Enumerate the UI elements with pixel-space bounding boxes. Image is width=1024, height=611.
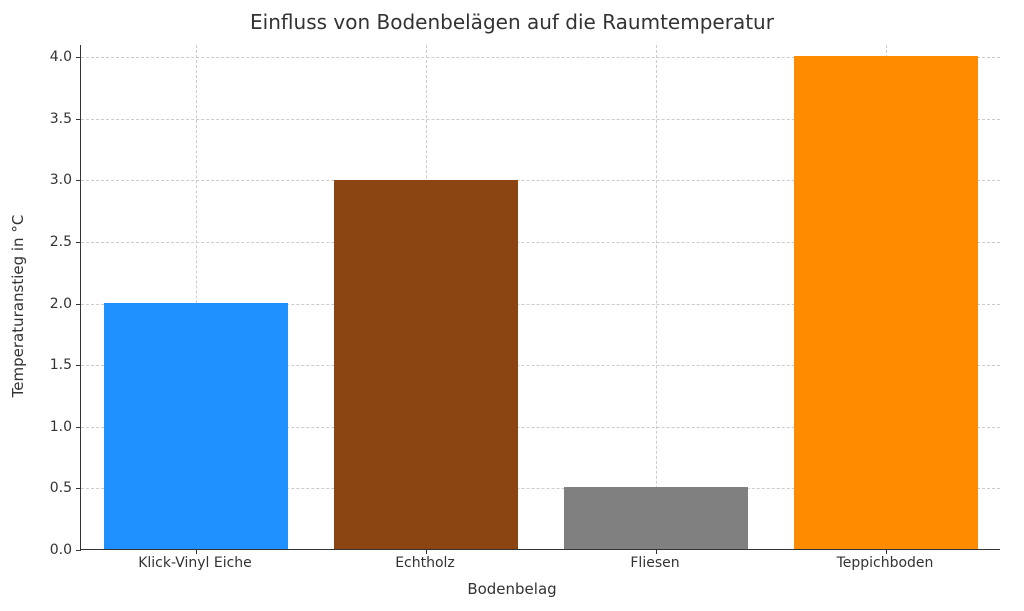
x-tick-mark	[196, 549, 197, 554]
y-tick-mark	[76, 365, 81, 366]
y-tick-mark	[76, 488, 81, 489]
y-tick-label: 0.0	[12, 542, 72, 558]
bar	[334, 180, 518, 550]
x-tick-label: Klick-Vinyl Eiche	[138, 555, 252, 571]
bar	[794, 56, 978, 549]
y-tick-mark	[76, 304, 81, 305]
x-tick-label: Teppichboden	[837, 555, 934, 571]
x-tick-mark	[656, 549, 657, 554]
x-tick-mark	[426, 549, 427, 554]
y-tick-mark	[76, 57, 81, 58]
y-tick-label: 2.5	[12, 234, 72, 250]
y-tick-mark	[76, 242, 81, 243]
x-tick-mark	[886, 549, 887, 554]
y-tick-label: 0.5	[12, 480, 72, 496]
y-tick-label: 3.0	[12, 172, 72, 188]
chart-container: Einfluss von Bodenbelägen auf die Raumte…	[0, 0, 1024, 611]
y-tick-mark	[76, 550, 81, 551]
chart-title: Einfluss von Bodenbelägen auf die Raumte…	[0, 10, 1024, 34]
y-tick-label: 1.5	[12, 357, 72, 373]
y-tick-label: 2.0	[12, 296, 72, 312]
plot-area	[80, 45, 1000, 550]
y-tick-label: 1.0	[12, 419, 72, 435]
x-axis-label: Bodenbelag	[0, 580, 1024, 598]
y-tick-label: 3.5	[12, 111, 72, 127]
y-tick-mark	[76, 427, 81, 428]
bar	[104, 303, 288, 549]
bar	[564, 487, 748, 549]
x-tick-label: Fliesen	[630, 555, 679, 571]
y-tick-mark	[76, 180, 81, 181]
x-tick-label: Echtholz	[395, 555, 455, 571]
y-tick-mark	[76, 119, 81, 120]
y-tick-label: 4.0	[12, 49, 72, 65]
grid-line-vertical	[656, 45, 657, 549]
